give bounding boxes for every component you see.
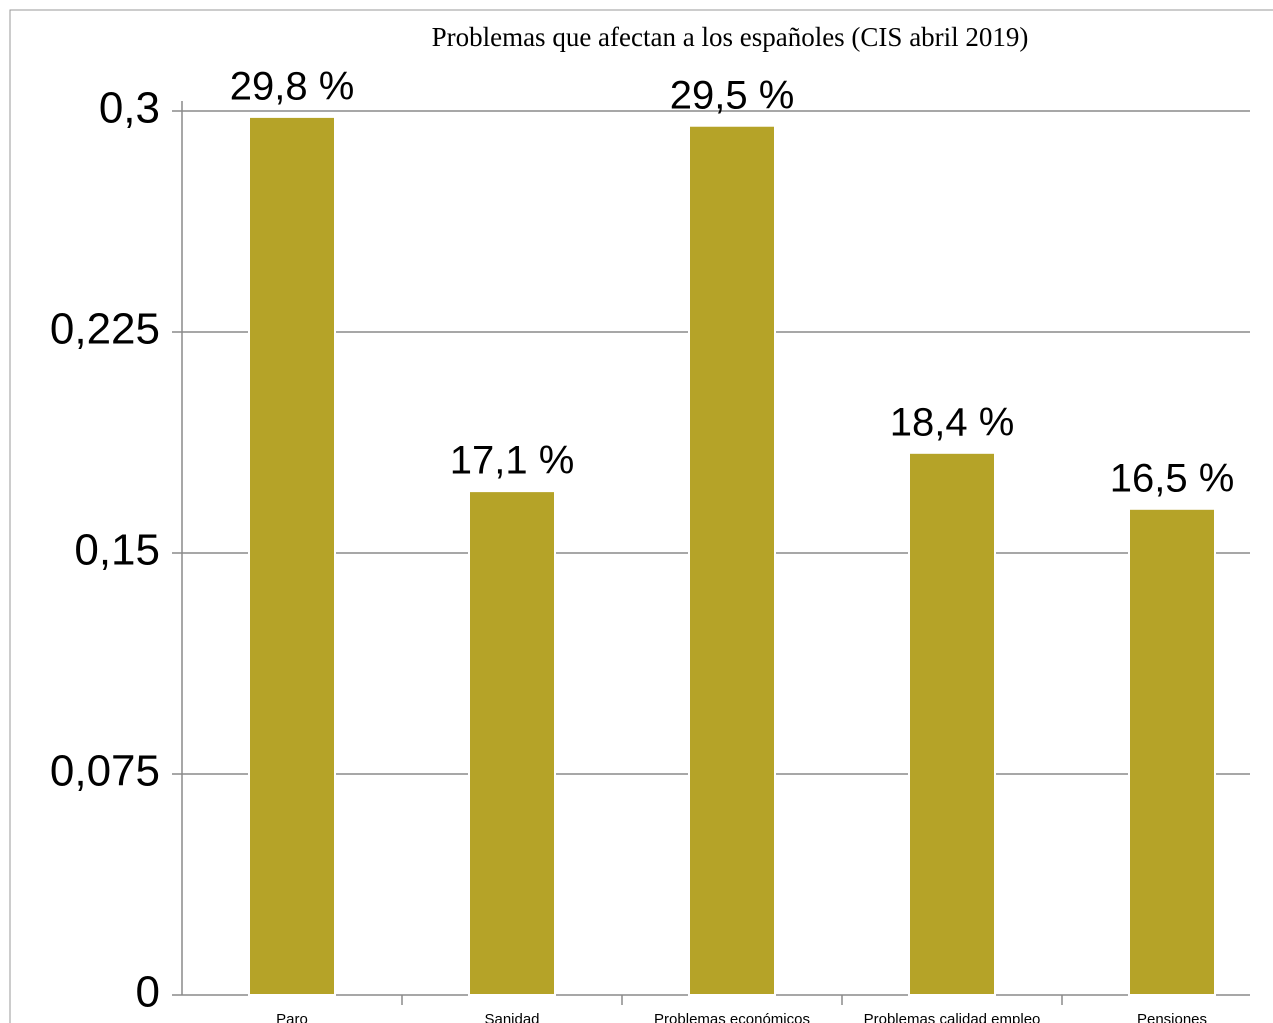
x-tick-label: Problemas calidad empleo bbox=[864, 1011, 1041, 1023]
y-tick-label: 0 bbox=[136, 968, 160, 1017]
value-label: 17,1 % bbox=[450, 439, 575, 483]
frame bbox=[9, 9, 1273, 1023]
y-tick-label: 0,15 bbox=[74, 526, 160, 575]
value-label: 18,4 % bbox=[890, 400, 1015, 444]
y-tick-label: 0,075 bbox=[50, 747, 160, 796]
x-tick-label: Sanidad bbox=[484, 1011, 539, 1023]
y-tick-label: 0,225 bbox=[50, 305, 160, 354]
bar bbox=[248, 115, 336, 997]
value-label: 29,8 % bbox=[230, 64, 355, 108]
y-tick-label: 0,3 bbox=[99, 84, 160, 133]
value-label: 16,5 % bbox=[1110, 456, 1235, 500]
x-tick-label: Problemas económicos bbox=[654, 1011, 810, 1023]
bar bbox=[468, 490, 556, 996]
x-tick-label: Paro bbox=[276, 1011, 308, 1023]
bar bbox=[688, 124, 776, 996]
x-tick-label: Pensiones bbox=[1137, 1011, 1207, 1023]
value-label: 29,5 % bbox=[670, 73, 795, 117]
bar bbox=[1128, 507, 1216, 996]
bar bbox=[908, 451, 996, 996]
chart-title: Problemas que afectan a los españoles (C… bbox=[432, 22, 1029, 52]
